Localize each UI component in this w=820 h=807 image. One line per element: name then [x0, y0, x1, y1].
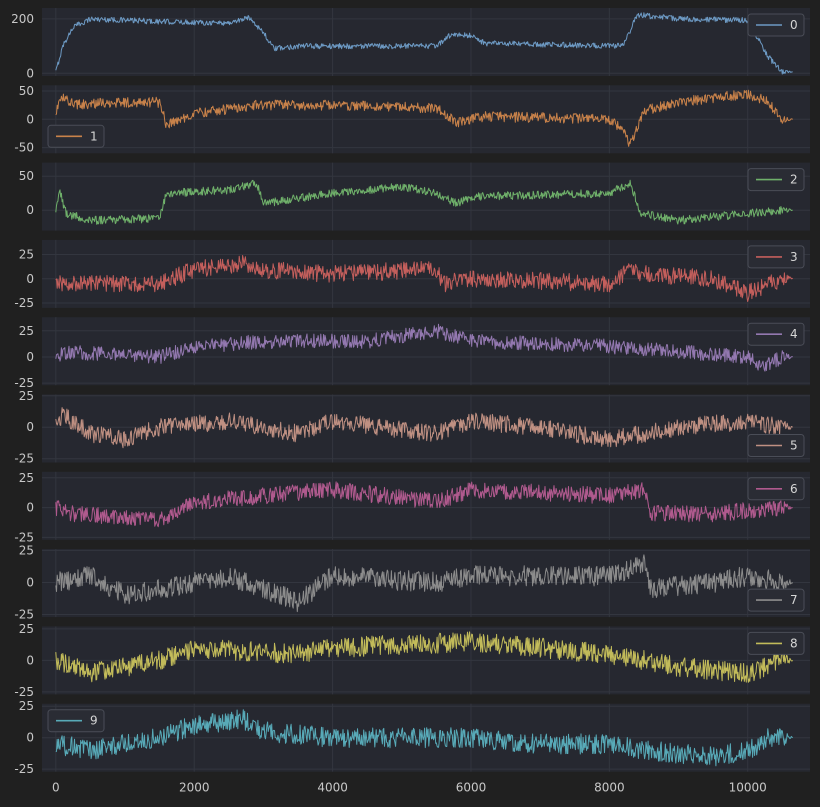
y-tick-label: 0 — [26, 501, 34, 515]
y-tick-label: 25 — [19, 699, 34, 713]
legend-0: 0 — [747, 13, 805, 37]
legend-5: 5 — [747, 434, 805, 457]
y-tick-label: 50 — [19, 84, 34, 98]
series-line-1 — [55, 89, 793, 147]
y-tick-label: 200 — [11, 12, 34, 26]
legend-2: 2 — [747, 168, 805, 192]
y-tick-label: -50 — [14, 141, 34, 155]
series-line-0 — [55, 12, 793, 75]
subplot-8: 25 0 -25 8 — [14, 622, 810, 699]
y-tick-label: 25 — [19, 324, 34, 338]
y-tick-label: -25 — [14, 608, 34, 622]
x-tick-label: 6000 — [456, 781, 487, 795]
series-line-6 — [55, 481, 793, 528]
y-tick-label: 0 — [26, 203, 34, 217]
x-axis: 0 2000 4000 6000 8000 10000 — [52, 781, 767, 795]
panel-background — [42, 162, 810, 231]
legend-label: 6 — [790, 482, 798, 496]
y-tick-label: 25 — [19, 247, 34, 261]
legend-1: 1 — [47, 124, 105, 148]
legend-4: 4 — [747, 322, 805, 346]
y-tick-label: -25 — [14, 685, 34, 699]
series-line-7 — [55, 554, 794, 613]
legend-label: 4 — [790, 327, 798, 341]
subplot-9: 25 0 -25 9 — [14, 699, 810, 776]
y-tick-label: 25 — [19, 622, 34, 636]
y-tick-label: 25 — [19, 543, 34, 557]
subplot-5: 25 0 -25 5 — [14, 389, 810, 466]
legend-label: 9 — [90, 714, 98, 728]
y-tick-label: 0 — [26, 575, 34, 589]
legend-3: 3 — [747, 245, 805, 269]
y-tick-label: 0 — [26, 66, 34, 80]
legend-label: 5 — [790, 439, 798, 453]
y-tick-label: -25 — [14, 762, 34, 776]
y-tick-label: 0 — [26, 653, 34, 667]
legend-label: 3 — [790, 250, 798, 264]
series-line-4 — [55, 323, 793, 372]
legend-6: 6 — [747, 477, 805, 501]
y-tick-label: 25 — [19, 389, 34, 403]
legend-label: 7 — [790, 593, 798, 607]
subplot-7: 25 0 -25 7 — [14, 543, 810, 622]
subplot-0: 0 200 0 — [11, 8, 810, 80]
x-tick-label: 8000 — [594, 781, 625, 795]
y-tick-label: -25 — [14, 452, 34, 466]
legend-label: 1 — [90, 129, 98, 143]
x-tick-label: 4000 — [317, 781, 348, 795]
y-tick-label: 50 — [19, 169, 34, 183]
series-line-2 — [55, 179, 793, 225]
subplot-2: 50 0 2 — [19, 162, 810, 231]
subplot-4: 25 0 -25 4 — [14, 317, 810, 390]
y-tick-label: 0 — [26, 731, 34, 745]
y-tick-label: 0 — [26, 112, 34, 126]
legend-7: 7 — [747, 588, 805, 612]
series-line-8 — [55, 631, 794, 683]
y-tick-label: 25 — [19, 471, 34, 485]
subplot-1: 50 0 -50 1 — [14, 84, 810, 155]
series-line-9 — [55, 709, 793, 767]
y-tick-label: -25 — [14, 376, 34, 390]
y-tick-label: -25 — [14, 296, 34, 310]
x-tick-label: 10000 — [729, 781, 767, 795]
x-tick-label: 0 — [52, 781, 60, 795]
y-tick-label: 0 — [26, 350, 34, 364]
series-line-3 — [55, 255, 793, 302]
legend-label: 8 — [790, 636, 798, 650]
panel-background — [42, 471, 810, 540]
y-tick-label: 0 — [26, 420, 34, 434]
series-line-5 — [55, 407, 793, 449]
y-tick-label: 0 — [26, 272, 34, 286]
subplot-6: 25 0 -25 6 — [14, 471, 810, 544]
legend-label: 2 — [790, 173, 798, 187]
legend-9: 9 — [47, 709, 105, 733]
legend-8: 8 — [747, 631, 805, 655]
legend-label: 0 — [790, 18, 798, 32]
x-tick-label: 2000 — [179, 781, 210, 795]
subplot-3: 25 0 -25 3 — [14, 239, 810, 310]
y-tick-label: -25 — [14, 530, 34, 544]
subplot-panels: 0 200 0 50 0 -50 1 50 0 2 25 0 -25 3 25 0 -25 4 25 0 -25 5 25 0… — [11, 8, 810, 776]
